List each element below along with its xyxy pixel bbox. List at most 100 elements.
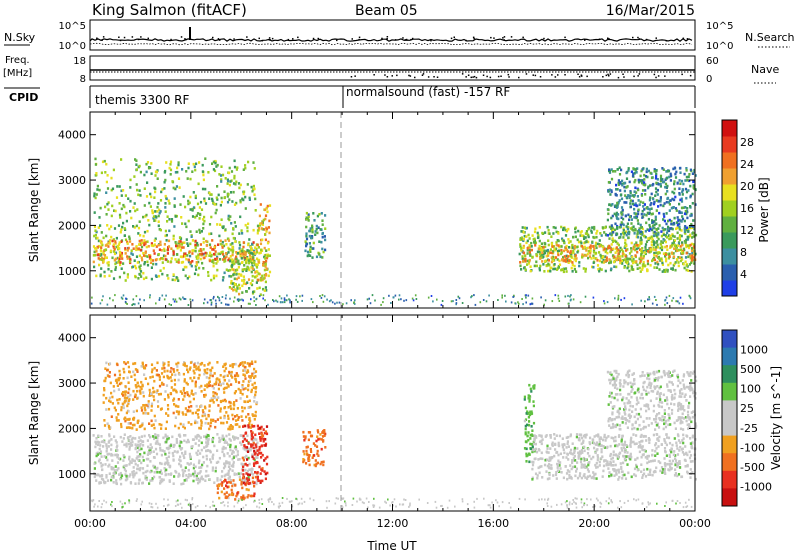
scatter-cell [258,445,261,449]
scatter-cell [587,235,590,239]
scatter-cell [207,434,210,437]
scatter-cell [186,177,189,180]
scatter-cell [526,259,529,263]
scatter-cell [242,299,244,302]
scatter-cell [250,390,253,394]
scatter-cell [135,444,138,448]
scatter-cell [662,228,665,232]
scatter-cell [330,299,332,302]
scatter-cell [174,258,177,261]
scatter-cell [673,247,676,250]
scatter-cell [603,260,606,263]
scatter-cell [673,180,676,183]
scatter-cell [233,391,236,395]
scatter-cell [164,258,167,261]
scatter-cell [116,453,119,457]
scatter-cell [638,203,641,206]
nsky-dot [502,37,504,39]
scatter-cell [154,174,157,177]
scatter-cell [240,362,243,365]
scatter-cell [525,235,528,238]
scatter-cell [228,461,231,464]
scatter-cell [97,459,101,463]
scatter-cell [624,194,627,197]
scatter-cell [299,295,301,298]
scatter-cell [214,244,217,248]
scatter-cell [247,380,250,383]
scatter-cell [198,426,201,430]
scatter-cell [549,251,552,254]
scatter-cell [533,237,536,241]
scatter-cell [689,460,692,463]
scatter-cell [148,422,151,425]
scatter-cell [242,436,245,439]
scatter-cell [572,298,575,301]
scatter-cell [202,410,205,414]
scatter-cell [153,426,156,430]
scatter-cell [637,222,640,225]
scatter-cell [245,267,248,271]
scatter-cell [146,161,150,164]
scatter-cell [258,214,261,218]
scatter-cell [611,240,615,243]
scatter-cell [371,294,374,297]
scatter-cell [186,391,189,394]
scatter-cell [117,419,120,422]
scatter-cell [198,471,201,475]
scatter-cell [690,214,693,217]
nave-dot [408,74,410,77]
scatter-cell [646,262,650,266]
scatter-cell [197,449,200,453]
nave-dot [657,75,660,77]
scatter-cell [187,370,190,374]
scatter-cell [186,393,189,397]
scatter-cell [113,373,117,377]
scatter-cell [174,278,177,282]
scatter-cell [240,261,244,264]
scatter-cell [602,258,605,262]
scatter-cell [187,476,190,479]
scatter-cell [111,453,114,457]
scatter-cell [214,299,217,302]
scatter-cell [249,375,252,379]
scatter-cell [184,205,187,209]
scatter-cell [194,246,197,250]
scatter-cell [251,267,254,271]
scatter-cell [640,169,643,173]
scatter-cell [175,185,178,188]
scatter-cell [246,400,249,403]
scatter-cell [98,441,101,444]
scatter-cell [671,234,675,238]
scatter-cell [501,296,503,299]
scatter-cell [529,442,532,446]
scatter-cell [597,435,600,438]
scatter-cell [686,179,689,182]
scatter-cell [183,439,186,443]
scatter-cell [669,172,672,176]
scatter-cell [655,190,658,194]
scatter-cell [682,206,685,209]
scatter-cell [224,297,227,300]
scatter-cell [141,361,144,365]
scatter-cell [211,399,214,402]
scatter-cell [623,297,626,300]
scatter-cell [227,465,231,469]
scatter-cell [267,226,270,229]
nave-dot [354,75,356,77]
scatter-cell [150,404,153,408]
scatter-cell [210,303,213,306]
scatter-cell [668,175,671,179]
scatter-cell [168,444,171,448]
scatter-cell [626,185,629,188]
scatter-cell [638,227,641,230]
scatter-cell [194,196,197,200]
scatter-cell [107,407,111,411]
nave-dot [472,76,474,78]
scatter-cell [570,255,573,258]
scatter-cell [108,434,111,438]
scatter-cell [583,237,586,240]
scatter-cell [205,435,208,439]
scatter-cell [105,234,108,238]
scatter-cell [136,455,139,458]
scatter-cell [264,442,268,446]
